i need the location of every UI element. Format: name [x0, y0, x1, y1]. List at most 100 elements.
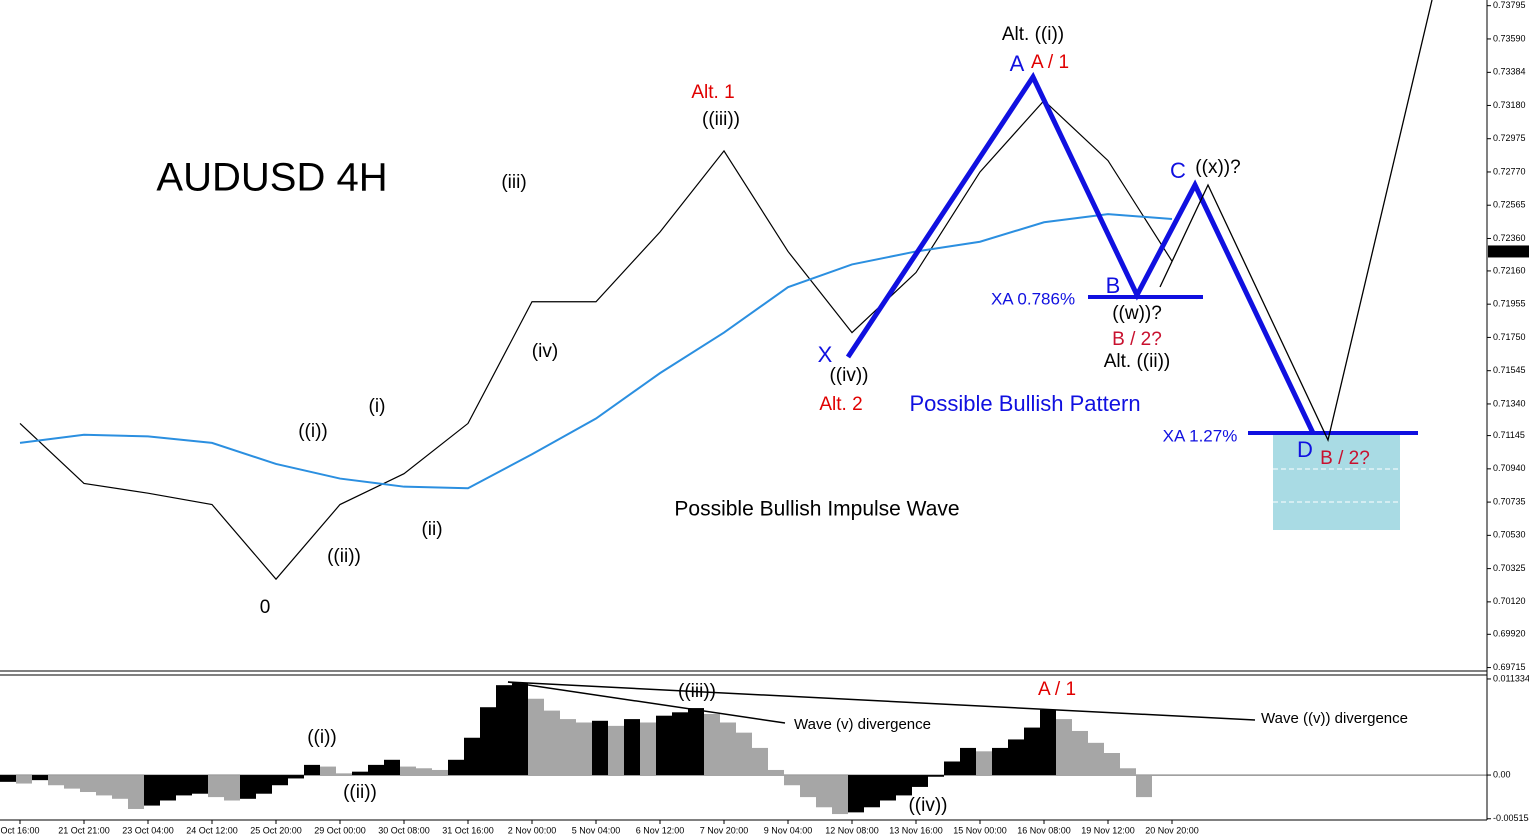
histogram-bar — [288, 775, 304, 779]
histogram-bar — [1072, 730, 1088, 776]
x-tick-label: 7 Nov 20:00 — [700, 825, 749, 835]
annotation: ((iv)) — [829, 365, 868, 386]
x-tick-label: 29 Oct 00:00 — [314, 825, 366, 835]
y-tick-label: 0.70735 — [1493, 496, 1526, 506]
histogram-bar — [992, 747, 1008, 776]
y-tick-label: 0.73795 — [1493, 0, 1526, 10]
histogram-bar — [208, 775, 224, 798]
histogram-bar — [0, 775, 16, 782]
y-tick-label: 0.70120 — [1493, 596, 1526, 606]
histogram-bar — [320, 766, 336, 776]
annotation: Possible Bullish Impulse Wave — [674, 498, 959, 521]
histogram-bar — [752, 747, 768, 776]
histogram-bar — [816, 775, 832, 808]
annotation: XA 0.786% — [991, 289, 1075, 308]
annotation: C — [1170, 158, 1186, 183]
histogram-bar — [784, 775, 800, 786]
histogram-bar — [1008, 739, 1024, 776]
histogram-bar — [688, 708, 704, 776]
histogram-bar — [224, 775, 240, 801]
histogram-bar — [544, 710, 560, 776]
histogram-bar — [1104, 753, 1120, 776]
histogram-bar — [272, 775, 288, 786]
histogram-bar — [16, 775, 32, 784]
histogram-bar — [176, 775, 192, 796]
annotation: ((w))? — [1112, 303, 1162, 324]
annotation: (ii) — [421, 519, 442, 540]
histogram-bar — [80, 775, 96, 793]
histogram-bar — [1088, 742, 1104, 776]
y-tick-label: 0.72565 — [1493, 200, 1526, 210]
pattern-lines — [507, 0, 1433, 724]
annotation: (i) — [369, 396, 386, 417]
annotation: Alt. ((i)) — [1002, 24, 1064, 45]
histogram-bar — [160, 775, 176, 801]
histogram-bar — [832, 775, 848, 815]
divergence-line — [507, 681, 786, 724]
x-tick-label: 30 Oct 08:00 — [378, 825, 430, 835]
y-tick-label: 0.00 — [1493, 769, 1511, 779]
annotation: ((ii)) — [343, 782, 377, 803]
x-tick-label: 31 Oct 16:00 — [442, 825, 494, 835]
annotation: (iv) — [532, 341, 558, 362]
annotation: Alt. 2 — [819, 394, 862, 415]
annotation: ((ii)) — [327, 546, 361, 567]
divergence-line — [507, 681, 1256, 721]
annotation: B / 2? — [1112, 329, 1162, 350]
annotation: (iii) — [501, 172, 526, 193]
histogram-bar — [112, 775, 128, 799]
y-tick-label: 0.70940 — [1493, 463, 1526, 473]
histogram-bar — [528, 698, 544, 776]
histogram-bar — [624, 719, 640, 776]
histogram-bar — [352, 771, 368, 776]
histogram-bar — [384, 759, 400, 776]
histogram-bar — [256, 775, 272, 794]
histogram-bar — [608, 725, 624, 776]
x-tick-label: Oct 16:00 — [0, 825, 39, 835]
histogram-bar — [1040, 709, 1056, 776]
x-tick-label: 25 Oct 20:00 — [250, 825, 302, 835]
histogram-bar — [1120, 768, 1136, 776]
chart-title: AUDUSD 4H — [156, 156, 387, 200]
target-zone — [1273, 433, 1400, 530]
annotation: X — [818, 342, 833, 367]
x-tick-label: 20 Nov 20:00 — [1145, 825, 1199, 835]
y-tick-label: 0.70530 — [1493, 530, 1526, 540]
y-tick-label: 0.71955 — [1493, 299, 1526, 309]
annotation: ((iv)) — [908, 795, 947, 816]
x-tick-label: 13 Nov 16:00 — [889, 825, 943, 835]
histogram-bar — [768, 769, 784, 776]
annotation: B / 2? — [1320, 448, 1370, 469]
histogram-bar — [672, 712, 688, 776]
histogram-bar — [480, 707, 496, 776]
annotation: A / 1 — [1031, 52, 1069, 73]
y-tick-label: 0.69715 — [1493, 662, 1526, 672]
histogram-bar — [304, 764, 320, 776]
histogram-bar — [512, 683, 528, 776]
y-tick-label: 0.69920 — [1493, 629, 1526, 639]
histogram-bar — [416, 768, 432, 776]
x-tick-label: 23 Oct 04:00 — [122, 825, 174, 835]
histogram-bar — [864, 775, 880, 808]
price-line — [19, 213, 1173, 490]
histogram-bar — [960, 747, 976, 776]
histogram-bar — [64, 775, 80, 789]
annotation: D — [1297, 437, 1313, 462]
histogram-bar — [928, 775, 944, 777]
x-tick-label: 24 Oct 12:00 — [186, 825, 238, 835]
histogram-bar — [32, 775, 48, 781]
histogram-bar — [400, 766, 416, 776]
histogram-bar — [1024, 727, 1040, 776]
y-tick-label: 0.71750 — [1493, 332, 1526, 342]
annotation: ((i)) — [298, 421, 328, 442]
x-tick-label: 9 Nov 04:00 — [764, 825, 813, 835]
histogram-bar — [560, 719, 576, 776]
annotation: Wave ((v)) divergence — [1261, 710, 1408, 727]
y-tick-label: 0.70325 — [1493, 563, 1526, 573]
histogram-bar — [336, 773, 352, 776]
annotation: Wave (v) divergence — [794, 716, 931, 733]
histogram-bar — [496, 685, 512, 776]
histogram-bar — [640, 722, 656, 776]
last-price-box — [1488, 245, 1529, 258]
